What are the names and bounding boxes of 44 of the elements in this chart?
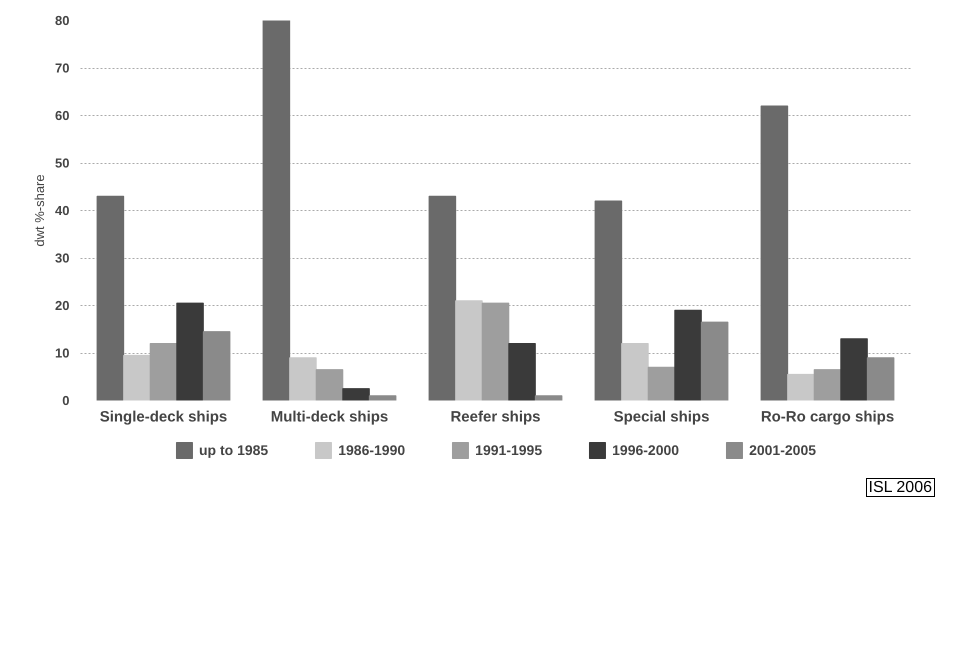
y-tick-label: 0: [62, 393, 70, 408]
bar: [123, 354, 151, 400]
bar: [700, 322, 728, 400]
bar: [534, 395, 562, 400]
y-tick-label: 50: [55, 156, 70, 170]
legend-label: 1986-1990: [338, 442, 406, 458]
bar: [96, 196, 124, 400]
legend-label: 1996-2000: [612, 442, 680, 458]
bar: [316, 369, 344, 400]
bar: [648, 366, 676, 400]
bar: [289, 357, 317, 400]
y-tick-label: 60: [55, 108, 70, 123]
y-tick-label: 20: [55, 298, 70, 313]
x-tick-label: Reefer ships: [450, 408, 541, 426]
bar: [455, 300, 483, 400]
bar: [176, 302, 204, 400]
bar: [760, 106, 788, 400]
bar: [428, 196, 456, 400]
text: ISL 2006: [866, 478, 935, 497]
y-tick-label: 70: [55, 60, 70, 76]
y-tick-label: 80: [55, 13, 70, 28]
x-tick-label: Single-deck ships: [100, 408, 228, 426]
legend-label: up to 1985: [198, 442, 268, 458]
bar: [342, 388, 370, 400]
x-tick-label: Ro-Ro cargo ships: [760, 408, 894, 426]
bar: [674, 310, 702, 400]
legend-label: 2001-2005: [749, 442, 816, 458]
bar: [508, 343, 536, 400]
bar: [621, 343, 649, 400]
bar: [840, 338, 868, 400]
bar: [262, 20, 290, 400]
bar: [787, 374, 815, 400]
bar: [594, 200, 622, 400]
bar: [814, 369, 842, 400]
y-tick-label: 10: [55, 346, 70, 360]
y-tick-label: 30: [55, 250, 70, 266]
y-axis-title: dwt %-share: [32, 174, 48, 247]
x-tick-label: Multi-deck ships: [270, 408, 388, 426]
legend-label: 1991-1995: [475, 442, 542, 458]
bar: [368, 395, 396, 400]
x-tick-label: Special ships: [614, 408, 710, 426]
y-tick-label: 40: [55, 203, 70, 218]
bar: [866, 357, 894, 400]
bar: [202, 331, 230, 400]
